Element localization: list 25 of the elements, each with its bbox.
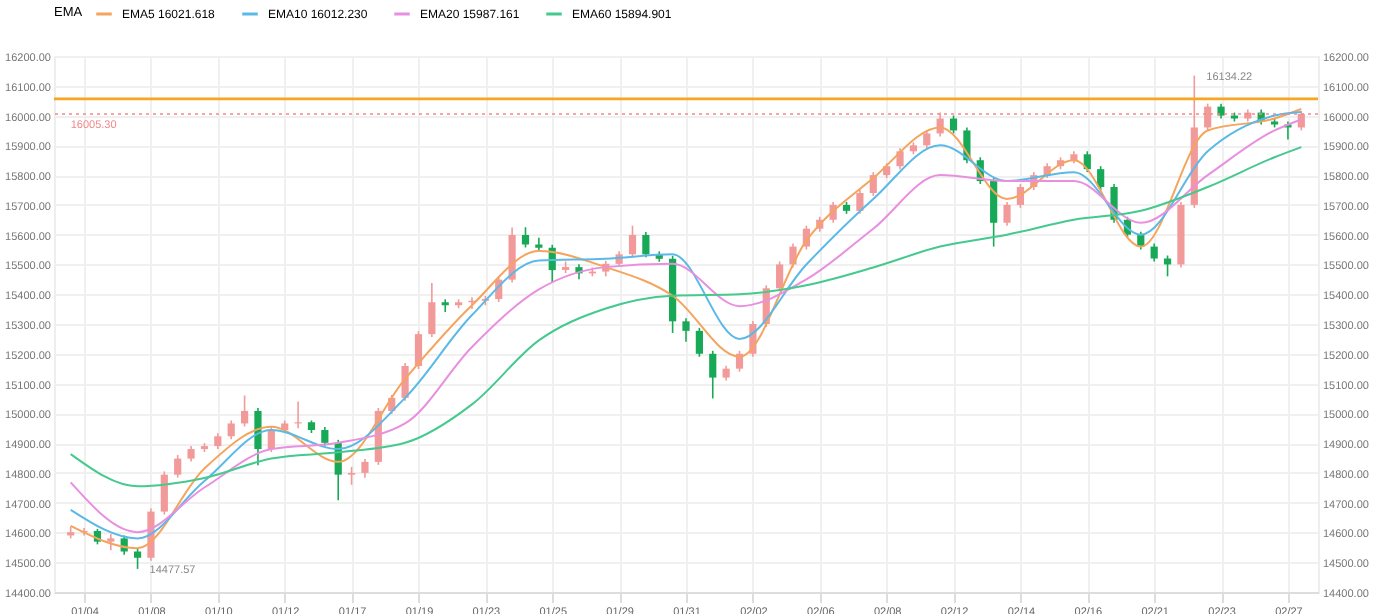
candlestick — [642, 231, 650, 259]
candlestick — [682, 317, 690, 343]
candlestick — [254, 407, 262, 466]
candlestick — [321, 426, 329, 447]
candlestick — [856, 189, 864, 215]
candlestick — [174, 454, 182, 479]
candlestick — [227, 419, 235, 441]
candlestick — [361, 458, 369, 479]
candlestick — [990, 177, 998, 248]
candlestick — [240, 394, 249, 428]
candlestick — [776, 260, 784, 293]
candlestick — [160, 470, 168, 516]
candlestick — [133, 548, 142, 570]
candlestick — [441, 298, 449, 313]
candlestick — [628, 224, 637, 259]
candlestick — [521, 226, 530, 249]
candlestick — [1003, 201, 1011, 227]
candlestick — [709, 350, 717, 400]
candlestick — [1083, 150, 1091, 173]
line-series — [69, 146, 1303, 488]
candlestick — [695, 327, 703, 358]
candlestick — [896, 147, 904, 170]
candlestick — [428, 282, 436, 338]
candlestick — [1163, 254, 1172, 278]
candlestick — [414, 330, 423, 370]
